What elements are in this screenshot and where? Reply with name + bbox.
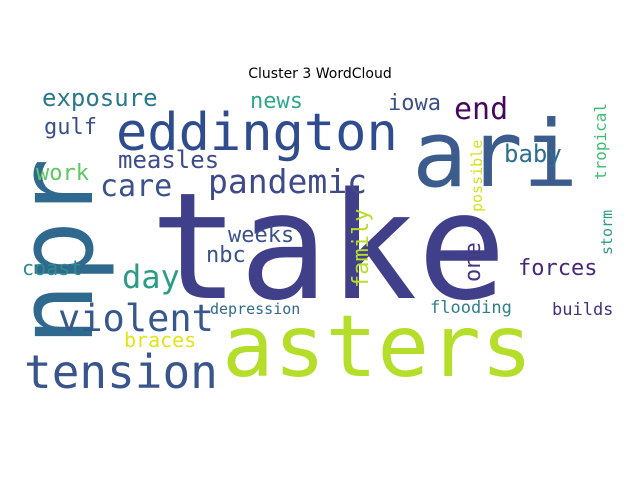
word-gulf: gulf: [44, 115, 97, 140]
word-depression: depression: [210, 300, 300, 318]
word-flooding: flooding: [430, 298, 512, 318]
word-family: family: [349, 209, 374, 288]
word-one: one: [461, 242, 486, 282]
word-iowa: iowa: [388, 91, 441, 116]
word-ari: ari: [412, 101, 578, 208]
chart-title: Cluster 3 WordCloud: [248, 66, 392, 82]
word-take: take: [150, 161, 506, 333]
word-news: news: [250, 89, 303, 114]
word-work: work: [36, 161, 89, 186]
word-weeks: weeks: [228, 223, 294, 248]
word-violent: violent: [58, 297, 214, 340]
word-builds: builds: [552, 300, 613, 320]
word-asters: asters: [222, 297, 533, 397]
word-day: day: [122, 258, 180, 296]
word-eddington: eddington: [116, 103, 398, 163]
word-coast: coast: [22, 256, 82, 280]
word-pandemic: pandemic: [208, 162, 367, 201]
word-braces: braces: [124, 328, 196, 352]
word-npr: npr: [0, 158, 117, 346]
word-baby: baby: [504, 140, 562, 168]
word-care: care: [100, 169, 172, 204]
word-tension: tension: [24, 345, 218, 399]
word-exposure: exposure: [42, 84, 158, 112]
word-nbc: nbc: [206, 243, 246, 268]
word-storm: storm: [598, 210, 616, 255]
word-measles: measles: [118, 146, 219, 174]
word-end: end: [454, 92, 508, 127]
word-forces: forces: [518, 256, 597, 281]
word-possible: possible: [468, 140, 486, 212]
word-tropical: tropical: [591, 103, 610, 180]
